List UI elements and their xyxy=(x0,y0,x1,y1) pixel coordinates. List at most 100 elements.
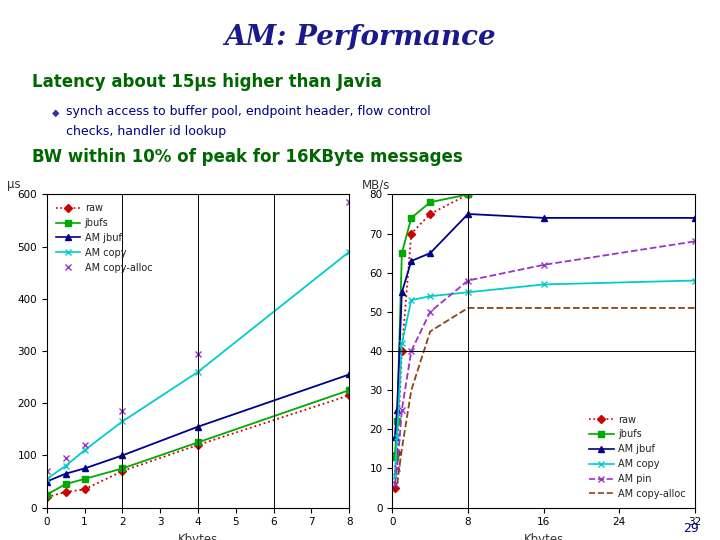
AM jbuf xyxy=(397,289,406,295)
jbufs xyxy=(345,387,354,393)
AM copy xyxy=(426,293,435,299)
jbufs xyxy=(397,250,406,256)
AM copy-alloc xyxy=(61,455,70,461)
Text: MB/s: MB/s xyxy=(362,178,390,191)
Text: Latency about 15μs higher than Javia: Latency about 15μs higher than Javia xyxy=(32,73,382,91)
AM copy-alloc xyxy=(80,442,89,448)
Line: jbufs: jbufs xyxy=(392,180,698,460)
AM copy-alloc xyxy=(345,199,354,206)
AM copy-alloc xyxy=(615,305,624,311)
AM pin xyxy=(390,481,399,487)
AM copy xyxy=(397,340,406,347)
raw xyxy=(539,183,548,190)
Text: synch access to buffer pool, endpoint header, flow control: synch access to buffer pool, endpoint he… xyxy=(66,105,431,118)
jbufs xyxy=(539,183,548,190)
AM copy xyxy=(118,418,127,424)
AM copy xyxy=(464,289,472,295)
AM copy xyxy=(539,281,548,288)
AM jbuf xyxy=(407,258,415,264)
AM copy-alloc xyxy=(690,305,699,311)
AM copy-alloc xyxy=(407,387,415,393)
Legend: raw, jbufs, AM jbuf, AM copy, AM copy-alloc: raw, jbufs, AM jbuf, AM copy, AM copy-al… xyxy=(52,199,156,276)
Text: 29: 29 xyxy=(683,522,698,535)
AM pin xyxy=(690,238,699,245)
jbufs xyxy=(426,199,435,206)
Text: ◆: ◆ xyxy=(52,108,59,118)
AM jbuf xyxy=(118,452,127,458)
AM copy-alloc xyxy=(194,350,202,357)
raw xyxy=(390,485,399,491)
AM pin xyxy=(539,261,548,268)
AM copy xyxy=(61,463,70,469)
Text: AM: Performance: AM: Performance xyxy=(224,24,496,51)
AM copy-alloc xyxy=(397,446,406,452)
AM copy xyxy=(345,248,354,255)
Legend: raw, jbufs, AM jbuf, AM copy, AM pin, AM copy-alloc: raw, jbufs, AM jbuf, AM copy, AM pin, AM… xyxy=(585,410,690,503)
Line: raw: raw xyxy=(44,393,352,500)
AM copy xyxy=(42,476,51,482)
jbufs xyxy=(407,215,415,221)
AM jbuf xyxy=(42,478,51,485)
AM copy xyxy=(194,369,202,375)
raw xyxy=(426,211,435,217)
AM copy xyxy=(80,447,89,454)
AM jbuf xyxy=(426,250,435,256)
X-axis label: Kbytes: Kbytes xyxy=(178,533,218,540)
raw xyxy=(345,392,354,399)
Line: AM copy-alloc: AM copy-alloc xyxy=(43,199,353,475)
AM copy-alloc xyxy=(393,481,402,487)
jbufs xyxy=(118,465,127,472)
raw xyxy=(690,179,699,186)
raw xyxy=(464,191,472,198)
Line: AM jbuf: AM jbuf xyxy=(391,211,698,441)
Text: checks, handler id lookup: checks, handler id lookup xyxy=(66,125,226,138)
AM copy xyxy=(690,278,699,284)
AM copy-alloc xyxy=(539,305,548,311)
AM copy xyxy=(407,297,415,303)
jbufs xyxy=(690,179,699,186)
AM jbuf xyxy=(345,372,354,378)
AM jbuf xyxy=(80,465,89,472)
jbufs xyxy=(464,191,472,198)
AM pin xyxy=(393,465,402,472)
AM copy-alloc xyxy=(42,468,51,474)
raw xyxy=(118,468,127,474)
jbufs xyxy=(390,454,399,460)
raw xyxy=(194,442,202,448)
raw xyxy=(393,449,402,456)
Line: AM copy-alloc: AM copy-alloc xyxy=(397,308,695,484)
raw xyxy=(42,494,51,501)
AM copy-alloc xyxy=(464,305,472,311)
Line: jbufs: jbufs xyxy=(44,387,352,497)
AM jbuf xyxy=(690,215,699,221)
raw xyxy=(80,486,89,492)
jbufs xyxy=(42,491,51,498)
AM copy xyxy=(390,473,399,480)
raw xyxy=(397,348,406,354)
Line: AM pin: AM pin xyxy=(391,238,698,488)
AM jbuf xyxy=(393,407,402,413)
Text: μs: μs xyxy=(7,178,21,191)
jbufs xyxy=(393,418,402,424)
AM jbuf xyxy=(390,434,399,441)
Line: AM copy: AM copy xyxy=(43,248,353,482)
jbufs xyxy=(61,481,70,487)
raw xyxy=(61,489,70,495)
jbufs xyxy=(80,476,89,482)
AM pin xyxy=(464,278,472,284)
X-axis label: Kbytes: Kbytes xyxy=(523,533,564,540)
AM pin xyxy=(407,348,415,354)
AM jbuf xyxy=(61,470,70,477)
jbufs xyxy=(194,439,202,446)
Line: AM copy: AM copy xyxy=(391,277,698,480)
AM jbuf xyxy=(194,423,202,430)
AM copy xyxy=(393,434,402,441)
AM jbuf xyxy=(464,211,472,217)
AM copy-alloc xyxy=(426,328,435,335)
raw xyxy=(407,230,415,237)
AM pin xyxy=(426,308,435,315)
Text: BW within 10% of peak for 16KByte messages: BW within 10% of peak for 16KByte messag… xyxy=(32,148,463,166)
Line: raw: raw xyxy=(392,180,698,491)
AM copy-alloc xyxy=(118,408,127,414)
AM pin xyxy=(397,407,406,413)
